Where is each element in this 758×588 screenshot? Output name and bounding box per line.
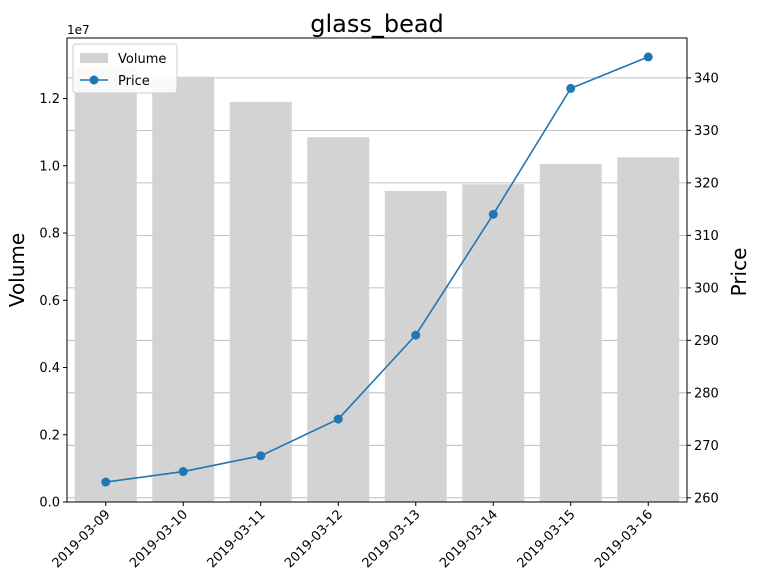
y-tick-label: 0.6 bbox=[39, 294, 60, 309]
price-marker bbox=[101, 477, 111, 487]
legend-label-volume: Volume bbox=[118, 52, 166, 67]
price-marker bbox=[411, 330, 421, 340]
volume-bar bbox=[152, 76, 215, 503]
legend-swatch-volume bbox=[80, 53, 108, 63]
legend-marker-price bbox=[89, 75, 99, 85]
volume-bar bbox=[384, 190, 447, 502]
y-tick-label: 0.8 bbox=[39, 227, 60, 242]
y2-tick-label: 290 bbox=[694, 334, 719, 349]
volume-bar bbox=[539, 164, 602, 502]
price-line bbox=[105, 56, 649, 483]
y2-tick-label: 260 bbox=[694, 491, 719, 506]
y-tick-label: 0.4 bbox=[39, 361, 60, 376]
y-tick-label: 1.0 bbox=[39, 159, 60, 174]
legend-label-price: Price bbox=[118, 74, 150, 89]
y-tick-label: 0.2 bbox=[39, 428, 60, 443]
y-axis-label: Volume bbox=[5, 233, 29, 307]
y2-tick-label: 330 bbox=[694, 124, 719, 139]
volume-bar bbox=[462, 184, 525, 502]
y2-tick-label: 310 bbox=[694, 229, 719, 244]
volume-bar bbox=[617, 157, 680, 503]
price-marker bbox=[256, 451, 266, 461]
y-offset-label: 1e7 bbox=[67, 23, 90, 37]
y2-tick-label: 320 bbox=[694, 176, 719, 191]
y-tick-label: 0.0 bbox=[39, 496, 60, 511]
price-marker bbox=[643, 52, 653, 62]
volume-bar bbox=[229, 101, 292, 502]
y2-tick-label: 340 bbox=[694, 71, 719, 86]
bars bbox=[74, 68, 680, 503]
y-tick-label: 1.2 bbox=[39, 92, 60, 107]
price-marker bbox=[488, 209, 498, 219]
legend: Volume Price bbox=[72, 43, 178, 94]
plot-frame bbox=[66, 37, 688, 503]
line-layer bbox=[101, 52, 653, 487]
chart-title: glass_bead bbox=[310, 10, 444, 38]
y2-axis-label: Price bbox=[727, 248, 751, 297]
y2-tick-label: 270 bbox=[694, 439, 719, 454]
volume-bar bbox=[74, 68, 137, 503]
price-marker bbox=[178, 467, 188, 477]
price-marker bbox=[566, 83, 576, 93]
y2-tick-label: 280 bbox=[694, 386, 719, 401]
y2-tick-label: 300 bbox=[694, 281, 719, 296]
price-marker bbox=[333, 414, 343, 424]
volume-bar bbox=[307, 137, 370, 502]
